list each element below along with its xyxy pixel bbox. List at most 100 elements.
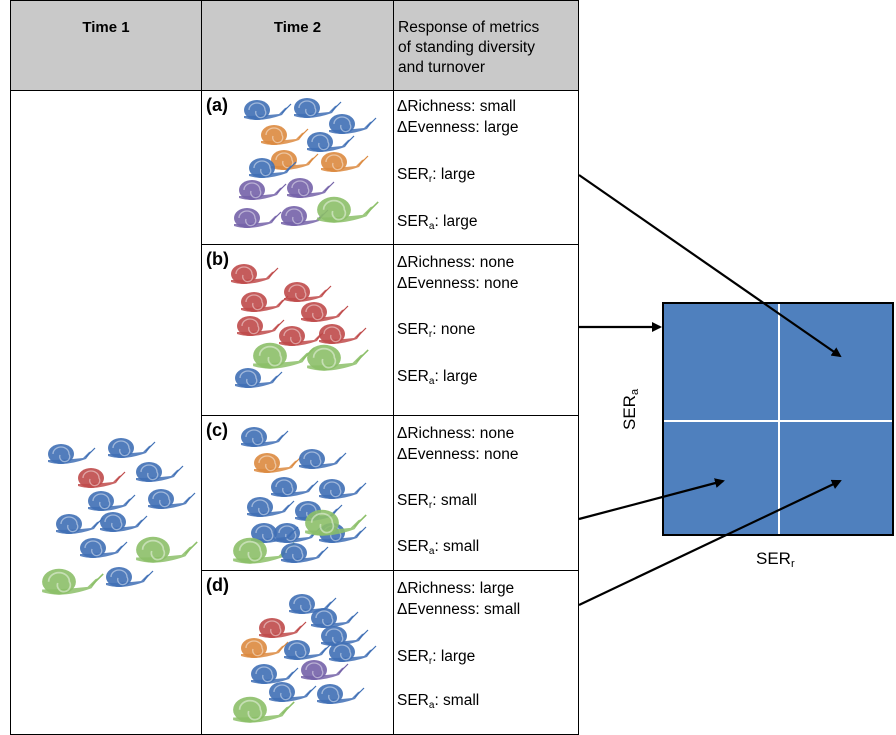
snail-blue <box>241 427 289 447</box>
snail-green <box>233 696 295 723</box>
ser-r-a-value: : large <box>432 166 476 183</box>
ser-r-sub: r <box>428 174 433 185</box>
snail-green <box>253 342 315 369</box>
panel-b-community <box>231 264 369 388</box>
quadrant-horizontal-divider <box>664 420 892 422</box>
ser-a-c: SERa: small <box>397 538 479 557</box>
panel-a-cell: (a) <box>201 90 394 245</box>
snail-blue <box>251 523 299 543</box>
snail-blue <box>299 449 347 469</box>
metrics-c: ΔRichness: none ΔEvenness: none <box>397 423 519 465</box>
snail-red <box>78 468 126 488</box>
snail-blue <box>311 608 359 628</box>
snail-purple <box>234 208 282 228</box>
ser-a-d: SERa: small <box>397 692 479 711</box>
snail-blue <box>88 491 136 511</box>
metrics-b: ΔRichness: none ΔEvenness: none <box>397 252 519 294</box>
snail-orange <box>241 638 289 658</box>
snail-orange <box>321 152 369 172</box>
panel-d-community <box>233 594 377 723</box>
panel-d-cell: (d) <box>201 570 394 735</box>
snail-blue <box>289 594 337 614</box>
ser-a-sub: a <box>428 700 435 711</box>
panel-d-label: (d) <box>206 575 229 595</box>
x-axis-label-text: SER <box>756 549 791 568</box>
evenness-a: ΔEvenness: large <box>397 119 519 136</box>
snail-red <box>237 316 285 336</box>
ser-prefix: SER <box>397 213 429 230</box>
header-response-line-1: Response of metrics <box>398 19 540 36</box>
ser-prefix: SER <box>397 321 429 338</box>
evenness-c: ΔEvenness: none <box>397 446 519 463</box>
snail-blue <box>56 514 104 534</box>
panel-c-label: (c) <box>206 420 228 440</box>
header-time1: Time 1 <box>10 0 202 91</box>
snail-green <box>305 509 367 536</box>
snail-red <box>301 302 349 322</box>
snail-blue <box>136 462 184 482</box>
ser-a-b-value: : large <box>434 368 478 385</box>
response-a-cell <box>393 90 579 245</box>
ser-prefix: SER <box>397 166 429 183</box>
snail-red <box>319 324 367 344</box>
snail-blue <box>307 132 355 152</box>
snail-red <box>231 264 279 284</box>
response-d-cell <box>393 570 579 735</box>
header-response-line-3: and turnover <box>398 59 486 76</box>
snail-blue <box>48 444 96 464</box>
snail-green <box>307 344 369 371</box>
ser-a-d-value: : small <box>434 692 480 709</box>
ser-r-sub: r <box>428 500 433 511</box>
ser-r-sub: r <box>428 329 433 340</box>
panel-c-cell: (c) <box>201 415 394 571</box>
evenness-b: ΔEvenness: none <box>397 275 519 292</box>
snail-blue <box>317 684 365 704</box>
snail-blue <box>284 640 332 660</box>
richness-a: ΔRichness: small <box>397 98 516 115</box>
quadrant-vertical-divider <box>778 304 780 534</box>
metrics-a: ΔRichness: small ΔEvenness: large <box>397 96 519 138</box>
snail-blue <box>80 538 128 558</box>
richness-c: ΔRichness: none <box>397 425 515 442</box>
arrow-d <box>578 479 842 606</box>
snail-purple <box>301 660 349 680</box>
snail-orange <box>261 125 309 145</box>
richness-b: ΔRichness: none <box>397 254 515 271</box>
snail-blue <box>294 98 342 118</box>
ser-prefix: SER <box>397 368 429 385</box>
snail-blue <box>329 642 377 662</box>
snail-blue <box>235 368 283 388</box>
snail-blue <box>269 682 317 702</box>
ser-a-a-value: : large <box>434 213 478 230</box>
snail-blue <box>271 477 319 497</box>
arrow-a <box>578 174 842 358</box>
snail-blue <box>281 543 329 563</box>
ser-r-d: SERr: large <box>397 648 475 667</box>
snail-blue <box>251 664 299 684</box>
response-c-cell <box>393 415 579 571</box>
snail-blue <box>319 479 367 499</box>
snail-purple <box>287 178 335 198</box>
snail-green <box>136 536 198 563</box>
snail-red <box>284 282 332 302</box>
snail-blue <box>321 626 369 646</box>
snail-orange <box>254 453 302 473</box>
header-response-line-2: of standing diversity <box>398 39 535 56</box>
snail-green <box>317 196 379 223</box>
panel-a-label: (a) <box>206 95 228 115</box>
ser-r-b: SERr: none <box>397 321 475 340</box>
ser-r-d-value: : large <box>432 648 476 665</box>
panel-b-cell: (b) <box>201 244 394 416</box>
ser-prefix: SER <box>397 648 429 665</box>
ser-r-sub: r <box>428 656 433 667</box>
snail-red <box>259 618 307 638</box>
ser-a-sub: a <box>428 546 435 557</box>
snail-blue <box>244 100 292 120</box>
ser-quadrant-square <box>662 302 894 536</box>
metrics-d: ΔRichness: large ΔEvenness: small <box>397 578 520 620</box>
ser-r-c: SERr: small <box>397 492 477 511</box>
header-response: Response of metrics of standing diversit… <box>393 0 579 91</box>
ser-a-c-value: : small <box>434 538 480 555</box>
ser-a-b: SERa: large <box>397 368 478 387</box>
